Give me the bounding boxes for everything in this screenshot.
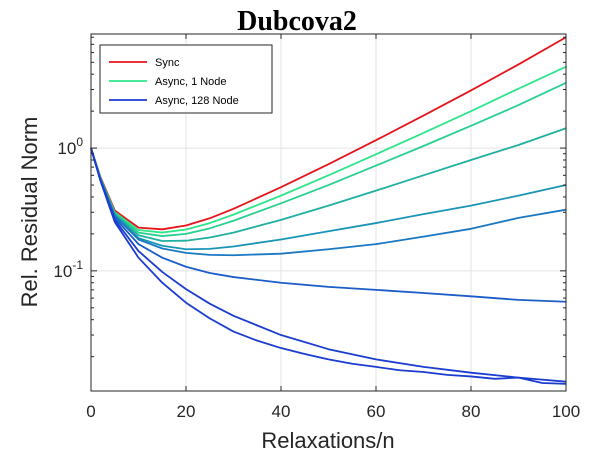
x-tick-label: 20 — [177, 402, 196, 421]
series-layer — [90, 36, 567, 385]
legend-label: Async, 1 Node — [155, 76, 227, 88]
x-axis: 0 20 40 60 80 100 — [86, 34, 580, 421]
series-line-8 — [90, 147, 567, 383]
series-line-9 — [90, 147, 567, 385]
x-axis-label: Relaxations/n — [261, 428, 394, 453]
y-axis: 100 10-1 — [53, 36, 566, 358]
y-tick-label: 10-1 — [53, 258, 83, 281]
x-tick-label: 0 — [86, 402, 95, 421]
legend-label: Sync — [155, 57, 180, 69]
series-line-6 — [90, 147, 567, 257]
x-tick-label: 40 — [272, 402, 291, 421]
x-tick-label: 80 — [462, 402, 481, 421]
y-axis-label: Rel. Residual Norm — [17, 117, 42, 308]
legend-label: Async, 128 Node — [155, 95, 239, 107]
x-tick-label: 100 — [552, 402, 580, 421]
series-line-7 — [90, 147, 567, 303]
series-line-3 — [90, 82, 567, 237]
y-tick-label: 100 — [57, 135, 83, 158]
series-line-2 — [90, 65, 567, 234]
legend: Sync Async, 1 Node Async, 128 Node — [99, 44, 273, 114]
x-tick-label: 60 — [367, 402, 386, 421]
series-line-1 — [90, 36, 567, 231]
series-line-4 — [90, 127, 567, 242]
chart-title: Dubcova2 — [237, 6, 357, 37]
legend-box — [99, 44, 273, 114]
